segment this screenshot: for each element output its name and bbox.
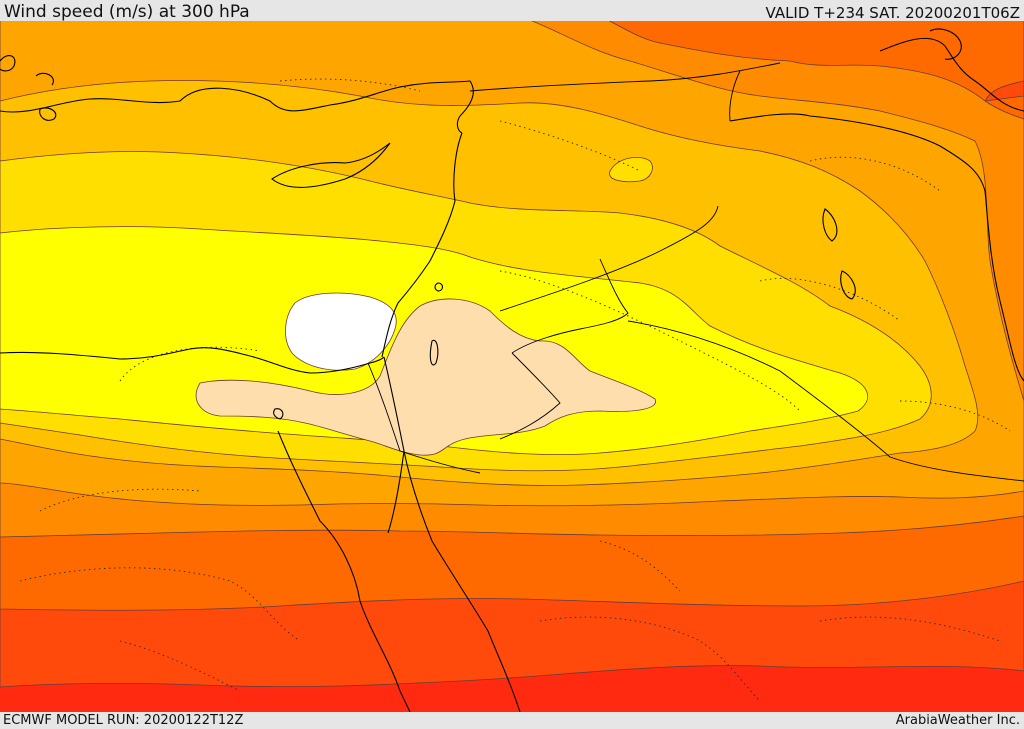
footer-bar: ECMWF MODEL RUN: 20200122T12Z ArabiaWeat… [0, 712, 1024, 729]
credit: ArabiaWeather Inc. [895, 713, 1020, 728]
dead-sea [429, 339, 439, 366]
cyprus-island [271, 142, 391, 188]
valid-time: VALID T+234 SAT. 20200201T06Z [765, 4, 1020, 22]
dotted-contours [19, 78, 1011, 702]
wind-speed-map[interactable] [0, 21, 1024, 712]
borders [367, 62, 1024, 482]
model-run: ECMWF MODEL RUN: 20200122T12Z [3, 713, 244, 728]
header-bar: Wind speed (m/s) at 300 hPa VALID T+234 … [0, 0, 1024, 22]
map-title: Wind speed (m/s) at 300 hPa [4, 2, 250, 22]
blob-white [285, 292, 397, 371]
blob-gold-ne [609, 156, 653, 183]
coastlines [0, 28, 1024, 712]
